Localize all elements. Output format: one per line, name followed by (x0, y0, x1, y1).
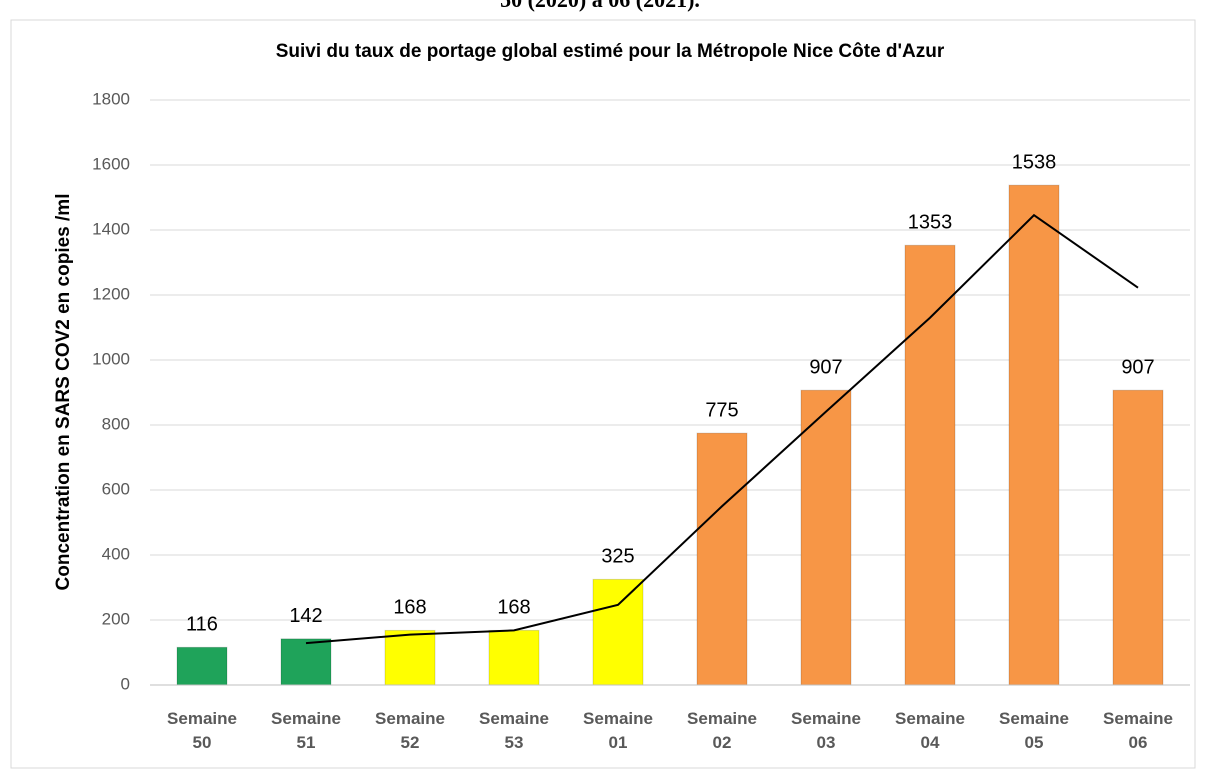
y-tick-label: 1000 (92, 349, 130, 368)
bar (176, 646, 228, 686)
x-tick-label: Semaine 51 (271, 709, 341, 752)
bar (592, 578, 644, 686)
data-label: 168 (393, 597, 426, 619)
trend-line (305, 213, 1139, 645)
data-label: 325 (601, 546, 634, 568)
bar (384, 629, 436, 686)
bar (904, 244, 956, 686)
x-tick-label: Semaine 52 (375, 709, 445, 752)
x-tick-label: Semaine 04 (895, 709, 965, 752)
x-tick-label: Semaine 06 (1103, 709, 1173, 752)
x-tick-label: Semaine 03 (791, 709, 861, 752)
chart-title: Suivi du taux de portage global estimé p… (276, 41, 945, 62)
data-label: 907 (809, 357, 842, 379)
bar (488, 629, 540, 686)
data-label: 775 (705, 399, 738, 421)
data-label: 1353 (908, 212, 953, 234)
chart-border (10, 19, 1196, 769)
y-axis-label: Concentration en SARS COV2 en copies /ml (53, 194, 74, 591)
x-tick-label: Semaine 50 (167, 709, 237, 752)
data-label: 142 (289, 605, 322, 627)
y-tick-label: 1800 (92, 89, 130, 108)
bar (1112, 389, 1164, 686)
y-tick-label: 1400 (92, 219, 130, 238)
y-tick-label: 1600 (92, 154, 130, 173)
data-label: 168 (497, 597, 530, 619)
bar (280, 638, 332, 686)
x-tick-label: Semaine 02 (687, 709, 757, 752)
y-tick-label: 400 (102, 544, 130, 563)
bar (800, 389, 852, 686)
x-tick-label: Semaine 01 (583, 709, 653, 752)
y-tick-label: 600 (102, 479, 130, 498)
data-label: 116 (186, 614, 218, 636)
x-tick-label: Semaine 53 (479, 709, 549, 752)
x-tick-label: Semaine 05 (999, 709, 1069, 752)
y-tick-label: 1200 (92, 284, 130, 303)
bar (1008, 184, 1060, 686)
data-label: 907 (1121, 357, 1154, 379)
bar (696, 432, 748, 686)
y-tick-label: 0 (121, 674, 130, 693)
data-label: 1538 (1012, 151, 1057, 173)
y-tick-label: 200 (102, 609, 130, 628)
heading: 50 (2020) à 06 (2021). (500, 0, 700, 12)
y-tick-label: 800 (102, 414, 130, 433)
